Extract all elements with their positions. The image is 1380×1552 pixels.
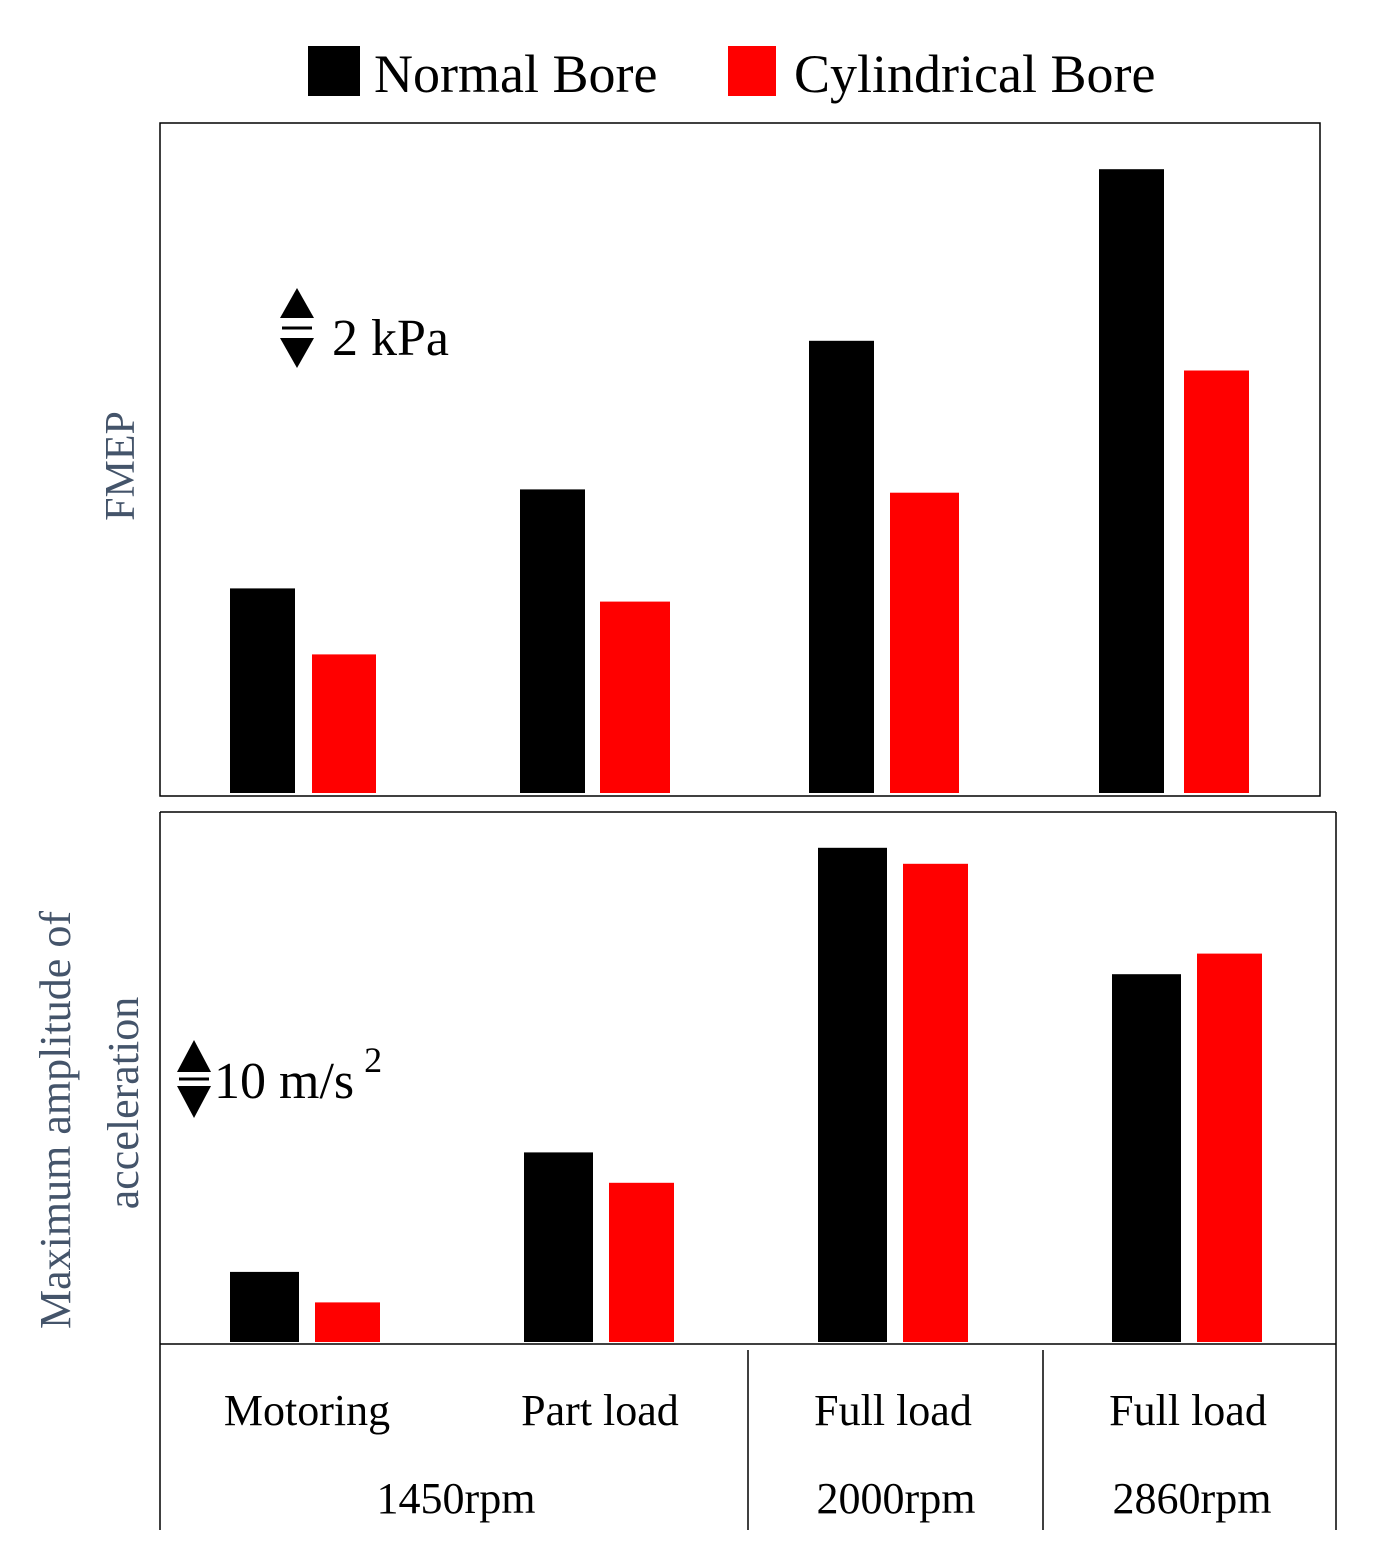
arrow-down-icon [280, 338, 314, 368]
acceleration-bar-motoring-normal-bore [230, 1271, 299, 1342]
acceleration-scale-value: 10 m/s [214, 1053, 354, 1110]
acceleration-bar-full-load-2860-normal-bore [1112, 974, 1181, 1342]
legend-label-cylindrical-bore: Cylindrical Bore [794, 44, 1155, 104]
xaxis-group-label-2860rpm: 2860rpm [1113, 1474, 1272, 1523]
acceleration-ylabel-line1: Maximum amplitude of [31, 911, 80, 1329]
fmep-bar-motoring-cylindrical-bore [312, 654, 376, 793]
acceleration-bar-full-load-2000-cylindrical-bore [903, 863, 968, 1342]
acceleration-bar-part-load-cylindrical-bore [609, 1182, 674, 1342]
acceleration-bar-full-load-2860-cylindrical-bore [1197, 953, 1262, 1342]
arrow-up-icon [280, 288, 314, 318]
fmep-bar-full-load-2860-normal-bore [1099, 169, 1164, 793]
acceleration-scale-label: 10 m/s 2 [214, 1040, 382, 1110]
acceleration-scale-superscript: 2 [364, 1040, 382, 1080]
xaxis-label-full-load-2000: Full load [814, 1386, 972, 1435]
fmep-bar-full-load-2860-cylindrical-bore [1184, 370, 1249, 793]
xaxis-group-label-2000rpm: 2000rpm [817, 1474, 976, 1523]
arrow-up-icon [177, 1040, 211, 1072]
legend-swatch-cylindrical-bore [728, 46, 776, 96]
fmep-bars [230, 169, 1249, 793]
acceleration-bar-part-load-normal-bore [524, 1152, 593, 1342]
xaxis-label-motoring: Motoring [224, 1386, 390, 1435]
fmep-scale-indicator: 2 kPa [280, 288, 449, 368]
fmep-ylabel: FMEP [98, 411, 144, 521]
acceleration-bar-full-load-2000-normal-bore [818, 847, 887, 1342]
fmep-bar-full-load-2000-normal-bore [809, 340, 874, 793]
xaxis-label-part-load: Part load [521, 1386, 679, 1435]
fmep-scale-label: 2 kPa [332, 310, 449, 367]
acceleration-bars [230, 847, 1262, 1342]
legend-swatch-normal-bore [308, 46, 360, 96]
fmep-plot-frame [159, 122, 1321, 797]
acceleration-bar-motoring-cylindrical-bore [315, 1302, 380, 1342]
fmep-bar-part-load-normal-bore [520, 489, 585, 793]
fmep-bar-motoring-normal-bore [230, 588, 295, 793]
xaxis-group-label-1450rpm: 1450rpm [377, 1474, 536, 1523]
acceleration-scale-indicator: 10 m/s 2 [177, 1040, 382, 1118]
fmep-bar-full-load-2000-cylindrical-bore [890, 492, 959, 793]
xaxis-label-full-load-2860: Full load [1109, 1386, 1267, 1435]
legend-label-normal-bore: Normal Bore [374, 44, 657, 104]
acceleration-ylabel-line2: acceleration [99, 997, 148, 1210]
arrow-down-icon [177, 1086, 211, 1118]
fmep-bar-part-load-cylindrical-bore [600, 601, 670, 793]
legend: Normal Bore Cylindrical Bore [308, 44, 1155, 104]
